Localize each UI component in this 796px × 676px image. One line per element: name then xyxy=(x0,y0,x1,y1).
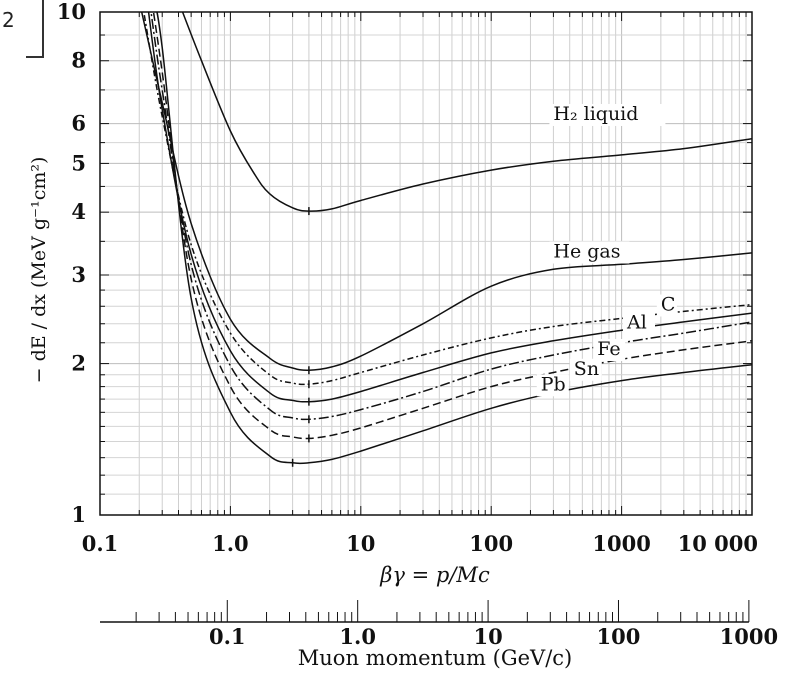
corner-bracket xyxy=(26,0,44,58)
series-line-sn xyxy=(152,12,752,440)
y-tick-label: 2 xyxy=(71,351,86,376)
series-label-al: Al xyxy=(626,311,647,333)
series-label-h-liquid: H₂ liquid xyxy=(553,103,638,125)
secondary-tick-label: 100 xyxy=(597,624,641,649)
secondary-tick-label: 0.1 xyxy=(209,624,246,649)
series-label-bg xyxy=(622,312,655,335)
x-tick-label: 0.1 xyxy=(82,531,119,556)
series-label-bg xyxy=(549,241,630,264)
corner-number: 2 xyxy=(2,8,15,32)
series-label-bg xyxy=(536,374,569,397)
series-label-bg xyxy=(656,294,677,317)
secondary-tick-label: 1000 xyxy=(720,624,778,649)
y-tick-label: 3 xyxy=(71,262,86,287)
series-label-bg xyxy=(593,339,626,362)
corner-mark: 2 xyxy=(0,0,44,60)
y-tick-label: 1 xyxy=(71,502,86,527)
series-label-bg xyxy=(569,358,602,381)
secondary-tick-label: 10 xyxy=(473,624,502,649)
y-tick-label: 4 xyxy=(71,199,86,224)
series-label-he-gas: He gas xyxy=(553,241,620,263)
series-line-c xyxy=(143,12,752,386)
tick-labels: 0.1 1.0 10 100 1000 10 000 1 2 3 4 5 6 8 10 xyxy=(57,0,758,556)
series-label-pb: Pb xyxy=(541,373,566,395)
axis-ticks xyxy=(99,11,752,516)
y-tick-label: 6 xyxy=(71,111,86,136)
y-tick-label: 8 xyxy=(71,48,86,73)
secondary-axis-title: Muon momentum (GeV/c) xyxy=(298,646,572,670)
y-tick-label: 5 xyxy=(71,150,86,175)
series-line-h-liquid xyxy=(181,12,752,212)
series-line-pb xyxy=(156,12,752,465)
series-label-bg xyxy=(549,103,666,126)
series-label-c: C xyxy=(661,294,676,316)
secondary-tick-label: 1.0 xyxy=(339,624,376,649)
x-tick-label: 10 xyxy=(346,531,375,556)
y-tick-label: 10 xyxy=(57,0,86,24)
x-tick-label: 1.0 xyxy=(212,531,249,556)
series-line-he-gas xyxy=(140,12,752,371)
series-line-fe xyxy=(150,12,752,421)
y-axis-title: − dE / dx (MeV g⁻¹cm²) xyxy=(28,157,50,384)
series-line-al xyxy=(147,12,752,403)
x-axis-title: βγ = p/Mc xyxy=(379,563,490,587)
secondary-axis: 0.1 1.0 10 100 1000 xyxy=(100,600,778,649)
curve-layer xyxy=(140,12,752,467)
series-label-fe: Fe xyxy=(597,338,620,360)
series-label-sn: Sn xyxy=(574,358,599,380)
x-tick-label: 10 000 xyxy=(678,531,758,556)
x-tick-label: 100 xyxy=(469,531,513,556)
x-tick-label: 1000 xyxy=(592,531,650,556)
plot-frame xyxy=(99,11,753,516)
